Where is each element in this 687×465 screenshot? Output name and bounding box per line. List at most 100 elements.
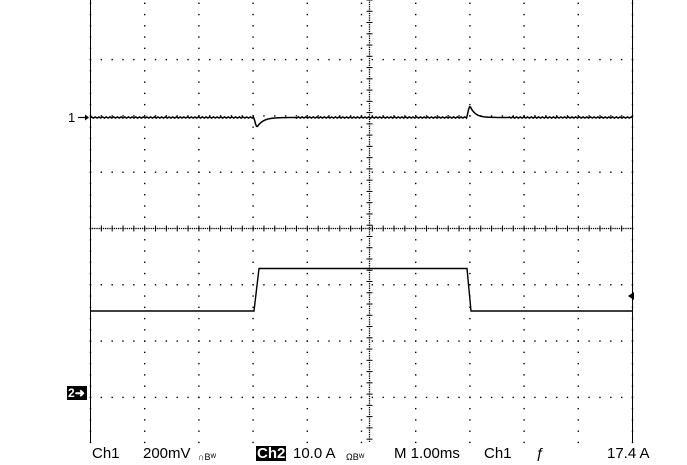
graticule-dot bbox=[581, 227, 584, 230]
graticule-dot bbox=[553, 227, 556, 230]
graticule-dot bbox=[577, 126, 579, 128]
graticule-dot bbox=[469, 250, 471, 252]
graticule-dot bbox=[610, 171, 612, 173]
graticule-dot bbox=[368, 229, 371, 231]
graticule bbox=[90, 0, 633, 443]
graticule-dot bbox=[545, 171, 547, 173]
graticule-dot bbox=[306, 351, 308, 354]
graticule-dot bbox=[542, 227, 545, 230]
graticule-dot bbox=[144, 171, 146, 173]
graticule-dot bbox=[198, 13, 200, 16]
graticule-dot bbox=[555, 115, 558, 117]
graticule-dot bbox=[252, 137, 254, 140]
graticule-dot bbox=[144, 385, 146, 387]
graticule-dot bbox=[198, 137, 200, 140]
graticule-dot bbox=[360, 340, 363, 342]
graticule-dot bbox=[144, 306, 146, 309]
graticule-dot bbox=[523, 374, 525, 376]
graticule-dot bbox=[368, 30, 371, 33]
graticule-dot bbox=[141, 227, 144, 230]
graticule-dot bbox=[417, 227, 419, 230]
graticule-dot bbox=[493, 227, 495, 230]
graticule-dot bbox=[599, 284, 601, 286]
graticule-dot bbox=[306, 137, 308, 140]
graticule-dot bbox=[263, 284, 265, 286]
trigger-level-marker[interactable] bbox=[628, 292, 634, 300]
graticule-dot bbox=[551, 227, 553, 230]
ch2-ground-marker[interactable]: 2➜ bbox=[67, 386, 87, 400]
graticule-dot bbox=[555, 171, 558, 173]
graticule-dot bbox=[566, 115, 569, 117]
graticule-dot bbox=[144, 70, 146, 72]
graticule-dot bbox=[252, 419, 254, 421]
graticule-dot bbox=[508, 227, 510, 230]
graticule-dot bbox=[328, 171, 330, 173]
graticule-dot bbox=[577, 115, 579, 117]
graticule-dot bbox=[252, 340, 254, 342]
graticule-dot bbox=[368, 332, 371, 334]
timebase-readout: M 1.00ms bbox=[394, 445, 460, 462]
graticule-dot bbox=[368, 55, 371, 57]
graticule-dot bbox=[360, 13, 363, 16]
graticule-dot bbox=[469, 441, 471, 444]
graticule-dot bbox=[144, 374, 146, 376]
graticule-dot bbox=[360, 441, 363, 444]
graticule-dot bbox=[575, 227, 577, 230]
graticule-dot bbox=[122, 396, 124, 399]
graticule-dot bbox=[469, 70, 471, 72]
graticule-dot bbox=[404, 58, 406, 61]
graticule-dot bbox=[144, 317, 146, 320]
graticule-dot bbox=[415, 351, 417, 354]
graticule-dot bbox=[349, 284, 352, 286]
graticule-dot bbox=[360, 284, 363, 286]
graticule-dot bbox=[523, 47, 525, 50]
graticule-dot bbox=[306, 441, 308, 444]
graticule-dot bbox=[368, 406, 371, 409]
graticule-dot bbox=[368, 355, 371, 357]
graticule-dot bbox=[577, 250, 579, 252]
graticule-dot bbox=[371, 115, 374, 117]
graticule-dot bbox=[371, 58, 374, 61]
graticule-dot bbox=[185, 227, 187, 230]
graticule-dot bbox=[252, 430, 254, 432]
graticule-dot bbox=[620, 115, 623, 117]
graticule-dot bbox=[368, 260, 371, 262]
graticule-dot bbox=[512, 115, 514, 117]
graticule-dot bbox=[209, 396, 211, 399]
graticule-dot bbox=[469, 194, 471, 196]
graticule-dot bbox=[545, 284, 547, 286]
graticule-dot bbox=[368, 244, 371, 247]
graticule-dot bbox=[523, 295, 525, 297]
graticule-dot bbox=[89, 351, 92, 354]
ch1-ground-marker[interactable] bbox=[78, 114, 89, 121]
graticule-dot bbox=[415, 317, 417, 320]
graticule-dot bbox=[618, 227, 621, 230]
graticule-dot bbox=[120, 227, 122, 230]
graticule-dot bbox=[176, 396, 178, 399]
graticule-dot bbox=[447, 115, 449, 117]
graticule-dot bbox=[488, 227, 491, 230]
graticule-dot bbox=[263, 396, 265, 399]
graticule-dot bbox=[122, 340, 124, 342]
graticule-dot bbox=[534, 115, 536, 117]
graticule-dot bbox=[368, 102, 371, 105]
graticule-dot bbox=[577, 441, 579, 444]
graticule-dot bbox=[631, 171, 634, 173]
graticule-dot bbox=[469, 36, 471, 38]
graticule-dot bbox=[516, 227, 519, 230]
graticule-dot bbox=[480, 58, 482, 61]
graticule-dot bbox=[368, 231, 371, 233]
graticule-dot bbox=[631, 374, 634, 376]
graticule-dot bbox=[209, 340, 211, 342]
graticule-dot bbox=[458, 284, 460, 286]
graticule-dot bbox=[525, 227, 527, 230]
graticule-dot bbox=[368, 393, 371, 395]
graticule-dot bbox=[148, 227, 150, 230]
graticule-dot bbox=[368, 170, 371, 172]
graticule-dot bbox=[187, 115, 189, 117]
graticule-dot bbox=[330, 227, 332, 230]
graticule-dot bbox=[368, 404, 371, 407]
graticule-dot bbox=[368, 382, 371, 384]
graticule-dot bbox=[368, 285, 371, 287]
graticule-dot bbox=[415, 148, 417, 151]
